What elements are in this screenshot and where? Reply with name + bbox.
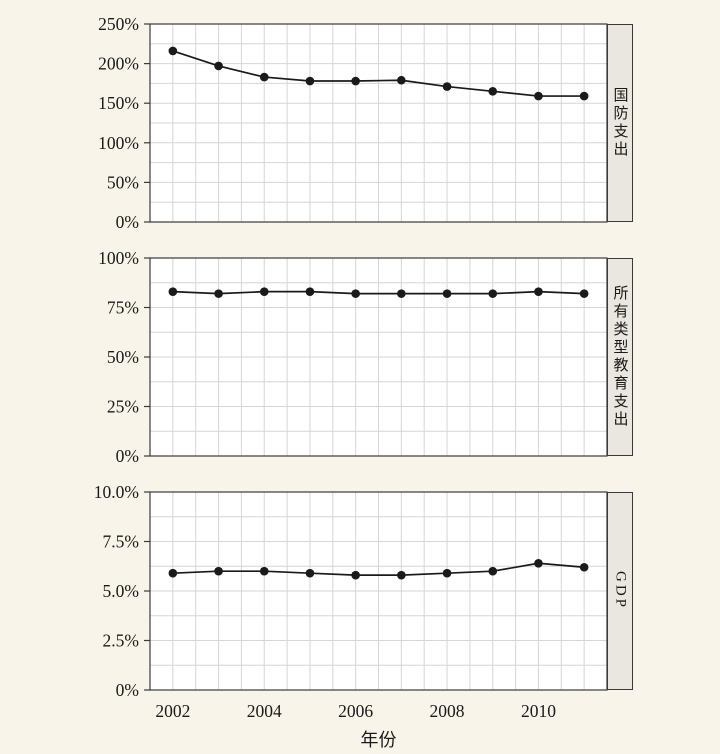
- svg-text:100%: 100%: [98, 133, 139, 153]
- svg-text:50%: 50%: [107, 347, 139, 367]
- svg-text:250%: 250%: [98, 14, 139, 34]
- svg-text:75%: 75%: [107, 298, 139, 318]
- panel-strip-gdp: GDP: [607, 492, 633, 690]
- svg-text:0%: 0%: [116, 446, 139, 466]
- svg-text:7.5%: 7.5%: [103, 532, 139, 552]
- education-spending-chart: 0% 25% 50% 75% 100%: [98, 248, 608, 466]
- chart-panel-gdp: 0% 2.5% 5.0% 7.5% 10.0% 2002 2004 2006 2008 2010 …: [0, 480, 720, 726]
- chart-panel-education-spending: 0% 25% 50% 75% 100% 所有类型教育支出: [0, 246, 720, 480]
- panel-strip-education-spending: 所有类型教育支出: [607, 258, 633, 456]
- svg-text:0%: 0%: [116, 212, 139, 232]
- panel-label-gdp: GDP: [612, 571, 629, 611]
- svg-text:150%: 150%: [98, 93, 139, 113]
- svg-text:2006: 2006: [338, 701, 373, 721]
- gdp-chart: 0% 2.5% 5.0% 7.5% 10.0% 2002 2004 2006 2008 2010: [94, 482, 608, 721]
- svg-text:10.0%: 10.0%: [94, 482, 139, 502]
- defense-spending-chart: 0% 50% 100% 150% 200% 250%: [98, 14, 608, 232]
- svg-text:50%: 50%: [107, 172, 139, 192]
- svg-text:2010: 2010: [521, 701, 556, 721]
- svg-text:0%: 0%: [116, 680, 139, 700]
- panel-label-defense-spending: 国防支出: [611, 87, 628, 159]
- svg-text:2002: 2002: [155, 701, 190, 721]
- svg-text:5.0%: 5.0%: [103, 581, 139, 601]
- x-axis-label: 年份: [360, 730, 397, 750]
- panel-label-education-spending: 所有类型教育支出: [611, 285, 628, 429]
- x-axis-label-row: 年份: [0, 726, 720, 754]
- svg-text:2.5%: 2.5%: [103, 631, 139, 651]
- svg-text:2008: 2008: [430, 701, 465, 721]
- svg-text:25%: 25%: [107, 397, 139, 417]
- svg-text:100%: 100%: [98, 248, 139, 268]
- panel-strip-defense-spending: 国防支出: [607, 24, 633, 222]
- svg-text:2004: 2004: [247, 701, 282, 721]
- chart-panel-defense-spending: 0% 50% 100% 150% 200% 250% 国防支出: [0, 12, 720, 246]
- svg-text:200%: 200%: [98, 54, 139, 74]
